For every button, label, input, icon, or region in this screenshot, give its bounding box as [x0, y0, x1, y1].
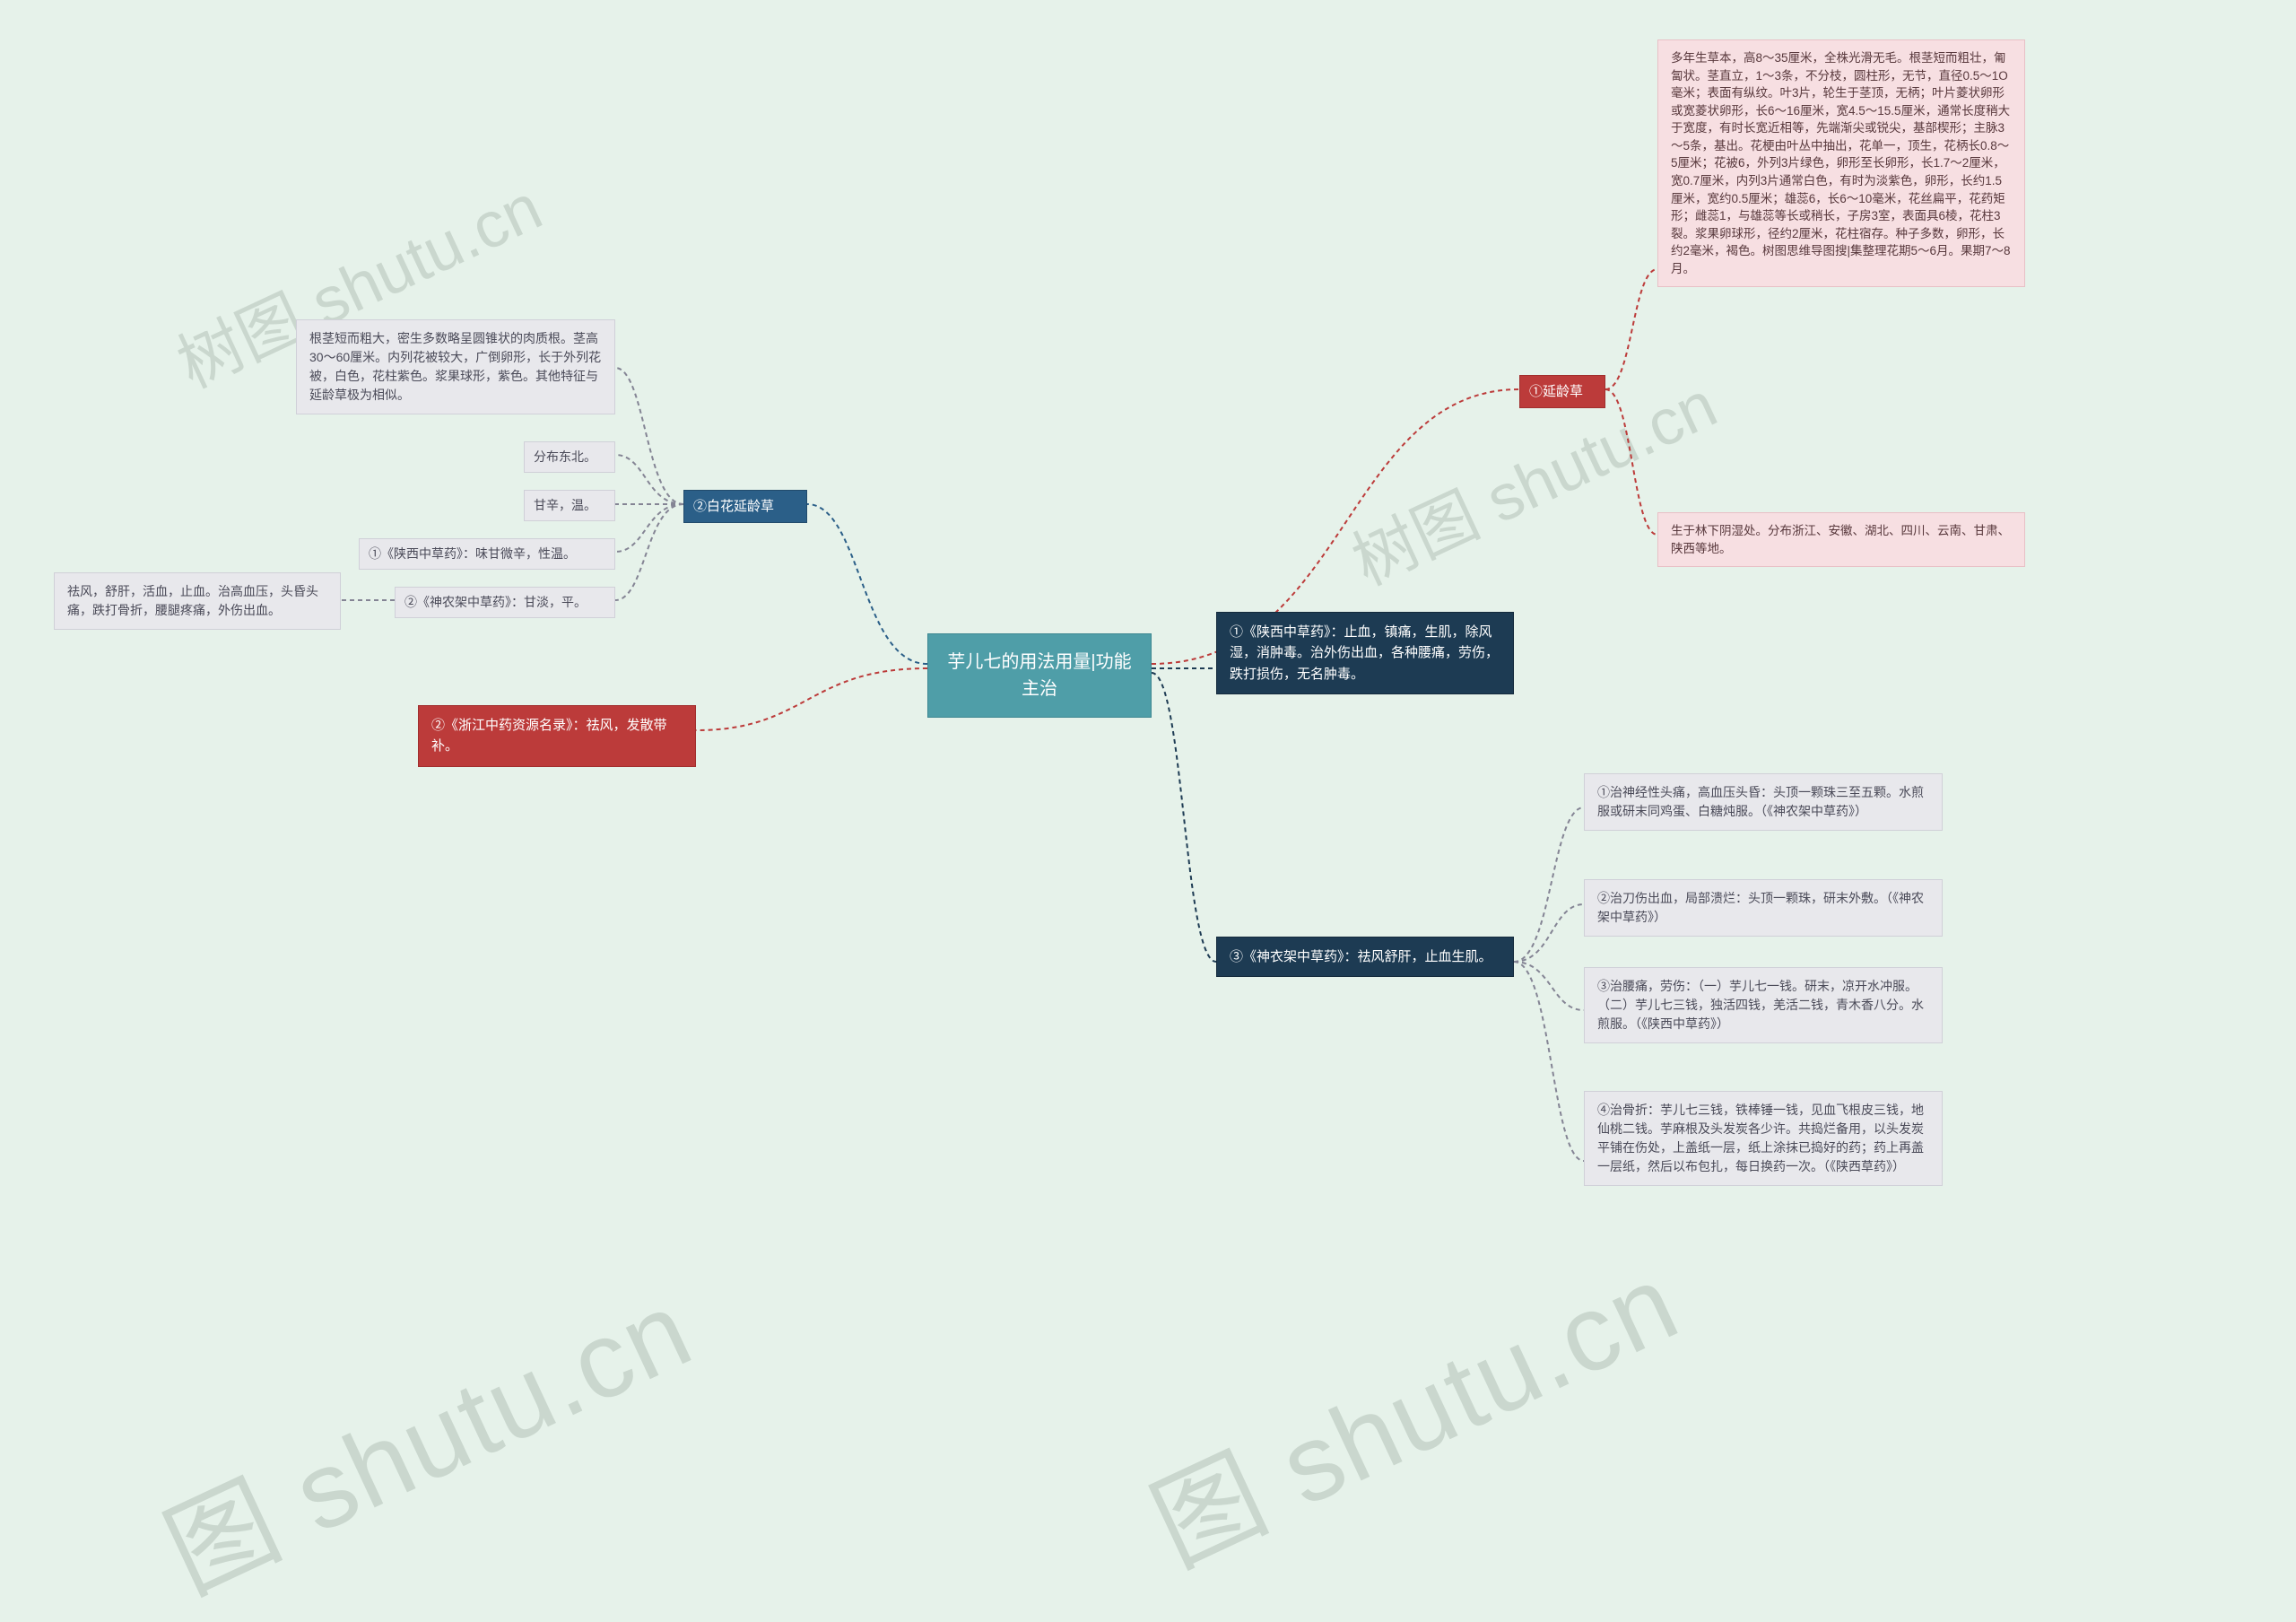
node-source-shennong: ②《神农架中草药》：甘淡，平。	[395, 587, 615, 618]
node-shennong[interactable]: ③《神衣架中草药》：祛风舒肝，止血生肌。	[1216, 937, 1514, 977]
node-baihua-taste: 甘辛，温。	[524, 490, 615, 521]
node-baihua-desc: 根茎短而粗大，密生多数略呈圆锥状的肉质根。茎高30～60厘米。内列花被较大，广倒…	[296, 319, 615, 414]
node-yanling-dist: 生于林下阴湿处。分布浙江、安徽、湖北、四川、云南、甘肃、陕西等地。	[1657, 512, 2025, 567]
root-node[interactable]: 芋儿七的用法用量|功能主治	[927, 633, 1152, 718]
node-zhejiang[interactable]: ②《浙江中药资源名录》：祛风，发散带补。	[418, 705, 696, 767]
node-shennong-item-1: ①治神经性头痛，高血压头昏：头顶一颗珠三至五颗。水煎服或研末同鸡蛋、白糖炖服。（…	[1584, 773, 1943, 831]
node-source-shanxi: ①《陕西中草药》：味甘微辛，性温。	[359, 538, 615, 570]
watermark: 图 shutu.cn	[1124, 1216, 1700, 1596]
node-baihua-dist: 分布东北。	[524, 441, 615, 473]
node-shennong-item-4: ④治骨折：芋儿七三钱，铁棒锤一钱，见血飞根皮三钱，地仙桃二钱。芋麻根及头发炭各少…	[1584, 1091, 1943, 1186]
node-shanxi[interactable]: ①《陕西中草药》：止血，镇痛，生肌，除风湿，消肿毒。治外伤出血，各种腰痛，劳伤，…	[1216, 612, 1514, 694]
watermark: 图 shutu.cn	[137, 1243, 713, 1622]
node-shennong-item-2: ②治刀伤出血，局部溃烂：头顶一颗珠，研末外敷。（《神农架中草药》）	[1584, 879, 1943, 937]
node-shennong-item-3: ③治腰痛，劳伤：（一）芋儿七一钱。研末，凉开水冲服。（二）芋儿七三钱，独活四钱，…	[1584, 967, 1943, 1043]
node-source-shennong-desc: 祛风，舒肝，活血，止血。治高血压，头昏头痛，跌打骨折，腰腿疼痛，外伤出血。	[54, 572, 341, 630]
node-yanling-desc: 多年生草本，高8～35厘米，全株光滑无毛。根茎短而粗壮，匍匐状。茎直立，1～3条…	[1657, 39, 2025, 287]
node-yanling[interactable]: ①延龄草	[1519, 375, 1605, 408]
node-baihua[interactable]: ②白花延龄草	[683, 490, 807, 523]
